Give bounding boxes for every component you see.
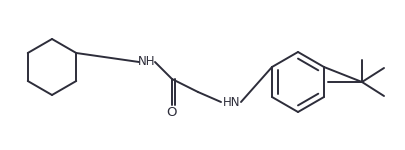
Text: O: O: [166, 105, 177, 118]
Text: HN: HN: [223, 96, 240, 108]
Text: NH: NH: [138, 56, 156, 69]
